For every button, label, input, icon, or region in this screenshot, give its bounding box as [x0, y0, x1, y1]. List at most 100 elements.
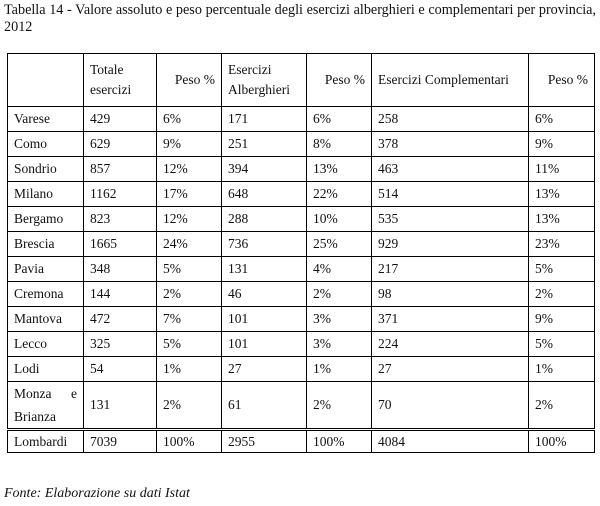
table-row: Monza e Brianza 131 2% 61 2% 70 2% [7, 381, 595, 430]
cell-complementari: 224 [371, 331, 529, 357]
cell-peso1: 24% [156, 231, 222, 257]
cell-totale: 629 [83, 131, 157, 157]
cell-peso2: 13% [306, 156, 372, 182]
cell-totale: 1162 [83, 181, 157, 207]
cell-province: Varese [7, 106, 84, 132]
cell-peso2: 22% [306, 181, 372, 207]
cell-peso3: 6% [528, 106, 595, 132]
cell-peso1: 12% [156, 206, 222, 232]
cell-peso2: 8% [306, 131, 372, 157]
cell-peso2: 6% [306, 106, 372, 132]
header-peso-1: Peso % [156, 53, 222, 107]
cell-province: Mantova [7, 306, 84, 332]
cell-peso1: 12% [156, 156, 222, 182]
cell-peso3: 5% [528, 331, 595, 357]
table-row-total: Lombardi 7039 100% 2955 100% 4084 100% [7, 428, 595, 453]
cell-totale: 131 [83, 381, 157, 430]
cell-complementari: 217 [371, 256, 529, 282]
cell-peso3: 2% [528, 381, 595, 430]
table-caption: Tabella 14 - Valore assoluto e peso perc… [4, 2, 596, 35]
cell-peso1: 100% [156, 428, 222, 453]
cell-complementari: 4084 [371, 428, 529, 453]
cell-province: Sondrio [7, 156, 84, 182]
cell-totale: 348 [83, 256, 157, 282]
cell-totale: 472 [83, 306, 157, 332]
cell-province: Monza e Brianza [7, 381, 84, 430]
cell-complementari: 98 [371, 281, 529, 307]
cell-peso1: 6% [156, 106, 222, 132]
table-row: Milano 1162 17% 648 22% 514 13% [7, 181, 595, 207]
cell-alberghieri: 251 [221, 131, 307, 157]
table-row: Sondrio 857 12% 394 13% 463 11% [7, 156, 595, 182]
header-province [7, 53, 84, 107]
table-row: Brescia 1665 24% 736 25% 929 23% [7, 231, 595, 257]
cell-peso3: 9% [528, 131, 595, 157]
cell-totale: 325 [83, 331, 157, 357]
cell-peso2: 25% [306, 231, 372, 257]
cell-alberghieri: 648 [221, 181, 307, 207]
cell-peso1: 5% [156, 256, 222, 282]
cell-peso2: 4% [306, 256, 372, 282]
cell-peso1: 7% [156, 306, 222, 332]
table-row: Cremona 144 2% 46 2% 98 2% [7, 281, 595, 307]
cell-peso3: 23% [528, 231, 595, 257]
cell-province: Bergamo [7, 206, 84, 232]
cell-province: Cremona [7, 281, 84, 307]
cell-totale: 1665 [83, 231, 157, 257]
cell-peso1: 1% [156, 356, 222, 382]
cell-province: Como [7, 131, 84, 157]
cell-peso3: 2% [528, 281, 595, 307]
cell-peso2: 1% [306, 356, 372, 382]
cell-alberghieri: 288 [221, 206, 307, 232]
cell-alberghieri: 61 [221, 381, 307, 430]
cell-peso1: 17% [156, 181, 222, 207]
cell-complementari: 378 [371, 131, 529, 157]
header-peso-2: Peso % [306, 53, 372, 107]
cell-province: Pavia [7, 256, 84, 282]
table-row: Mantova 472 7% 101 3% 371 9% [7, 306, 595, 332]
table-row: Varese 429 6% 171 6% 258 6% [7, 106, 595, 132]
header-esercizi-complementari: Esercizi Complementari [371, 53, 529, 107]
cell-totale: 857 [83, 156, 157, 182]
table-row: Lodi 54 1% 27 1% 27 1% [7, 356, 595, 382]
cell-complementari: 371 [371, 306, 529, 332]
cell-province: Lombardi [7, 428, 84, 453]
cell-complementari: 258 [371, 106, 529, 132]
cell-peso3: 1% [528, 356, 595, 382]
cell-alberghieri: 2955 [221, 428, 307, 453]
cell-totale: 54 [83, 356, 157, 382]
cell-peso2: 3% [306, 306, 372, 332]
table-row: Bergamo 823 12% 288 10% 535 13% [7, 206, 595, 232]
source-note: Fonte: Elaborazione su dati Istat [4, 486, 190, 501]
cell-complementari: 70 [371, 381, 529, 430]
cell-alberghieri: 171 [221, 106, 307, 132]
cell-complementari: 27 [371, 356, 529, 382]
cell-peso2: 10% [306, 206, 372, 232]
cell-province: Milano [7, 181, 84, 207]
cell-alberghieri: 101 [221, 331, 307, 357]
cell-alberghieri: 736 [221, 231, 307, 257]
cell-alberghieri: 131 [221, 256, 307, 282]
table-row: Lecco 325 5% 101 3% 224 5% [7, 331, 595, 357]
cell-alberghieri: 46 [221, 281, 307, 307]
cell-complementari: 535 [371, 206, 529, 232]
cell-peso1: 5% [156, 331, 222, 357]
table-row: Pavia 348 5% 131 4% 217 5% [7, 256, 595, 282]
header-totale-esercizi: Totale esercizi [83, 53, 157, 107]
cell-alberghieri: 27 [221, 356, 307, 382]
cell-totale: 823 [83, 206, 157, 232]
cell-peso2: 3% [306, 331, 372, 357]
cell-peso2: 2% [306, 281, 372, 307]
cell-totale: 429 [83, 106, 157, 132]
cell-peso3: 9% [528, 306, 595, 332]
header-esercizi-alberghieri: Esercizi Alberghieri [221, 53, 307, 107]
cell-province: Lodi [7, 356, 84, 382]
cell-peso2: 100% [306, 428, 372, 453]
header-peso-3: Peso % [528, 53, 595, 107]
cell-totale: 144 [83, 281, 157, 307]
cell-peso1: 2% [156, 381, 222, 430]
cell-complementari: 514 [371, 181, 529, 207]
cell-peso2: 2% [306, 381, 372, 430]
cell-province: Brescia [7, 231, 84, 257]
cell-province: Lecco [7, 331, 84, 357]
